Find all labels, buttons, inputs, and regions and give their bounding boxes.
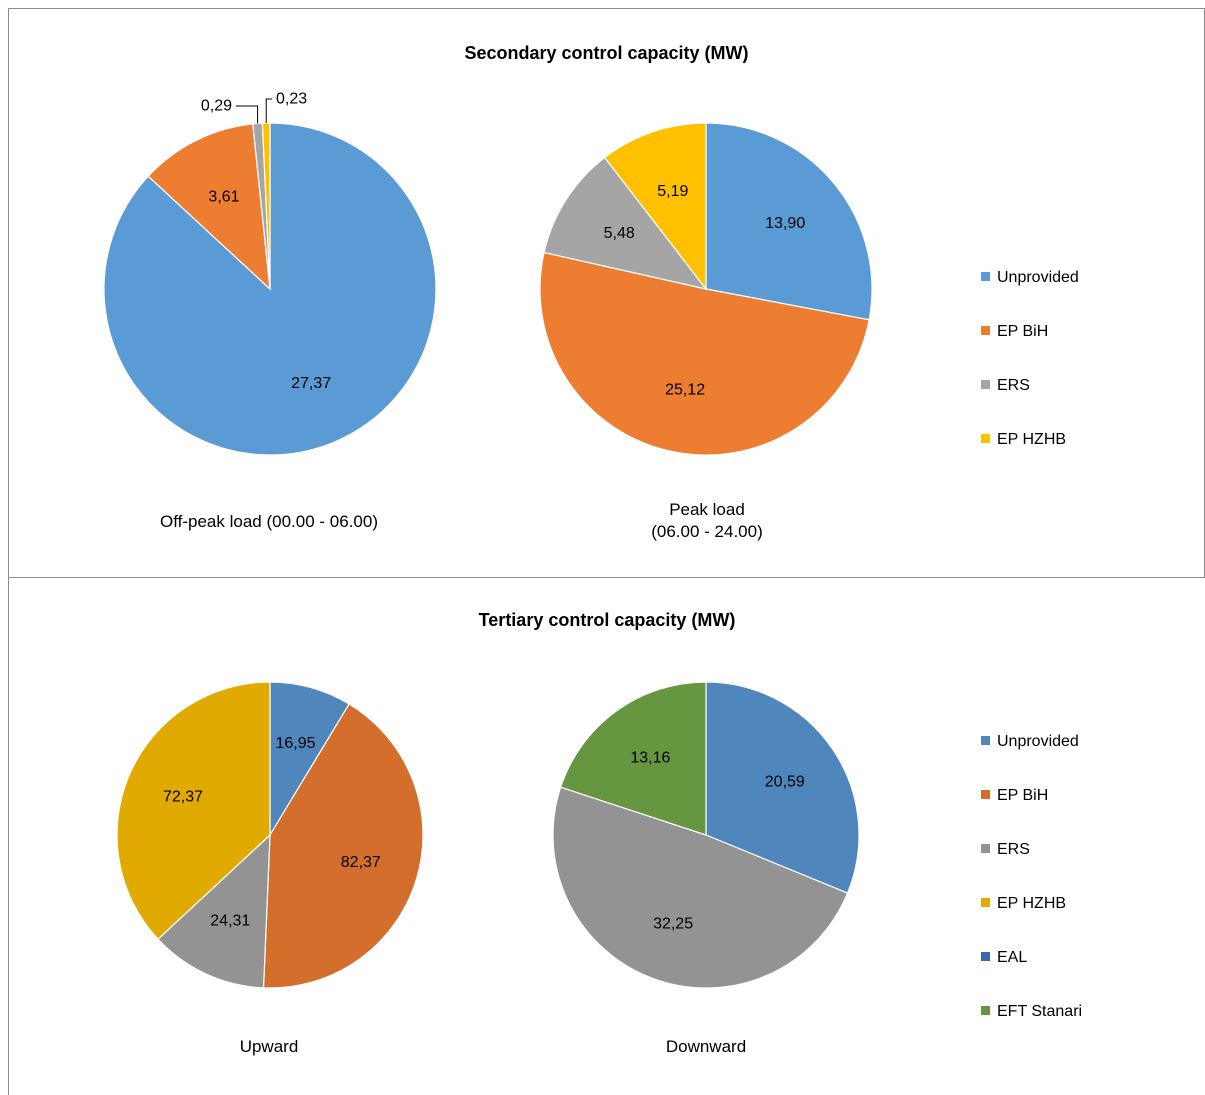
upward-label-ep-hzhb: 72,37 <box>163 789 203 806</box>
secondary-chart-title: Secondary control capacity (MW) <box>464 43 749 63</box>
legend-item-unprovided: Unprovided <box>981 269 1079 287</box>
legend-item-eft-stanari: EFT Stanari <box>981 1003 1082 1021</box>
peak-caption-line-1: Peak load <box>669 500 745 519</box>
offpeak-slice-ep-hzhb <box>261 122 271 290</box>
peak-label-ep-hzhb: 5,19 <box>657 183 688 200</box>
peak-caption: Peak load (06.00 - 24.00) <box>557 499 857 543</box>
tertiary-chart-title: Tertiary control capacity (MW) <box>478 610 736 630</box>
offpeak-label-ep-bih: 3,61 <box>208 189 239 206</box>
upward-slice-ep-bih <box>262 703 424 989</box>
offpeak-pie: 27,37 3,61 0,29 0,23 <box>103 91 437 456</box>
offpeak-label-ers: 0,29 <box>201 98 232 115</box>
offpeak-leader-ep-hzhb <box>265 98 272 123</box>
upward-caption: Upward <box>239 1037 299 1056</box>
upward-label-ers: 24,31 <box>210 913 250 930</box>
legend-label: EP HZHB <box>997 895 1067 912</box>
downward-slice-unprovided <box>705 681 860 894</box>
legend-swatch <box>981 1006 990 1015</box>
legend-label: EAL <box>997 949 1028 966</box>
legend-swatch <box>981 898 990 907</box>
downward-caption: Downward <box>665 1037 747 1056</box>
legend-label: EP BiH <box>997 323 1049 340</box>
downward-slice-ers <box>552 786 849 989</box>
legend-item-unprovided: Unprovided <box>981 733 1079 751</box>
peak-slice-ep-bih <box>539 251 870 456</box>
legend-swatch <box>981 380 990 389</box>
peak-label-ep-bih: 25,12 <box>665 381 705 398</box>
legend-label: Unprovided <box>997 733 1079 750</box>
legend-item-ep-bih: EP BiH <box>981 323 1048 341</box>
upward-slice-ep-hzhb <box>116 681 271 941</box>
off-peak-caption: Off-peak load (00.00 - 06.00) <box>160 512 378 531</box>
upward-label-unprovided: 16,95 <box>275 735 315 752</box>
legend-label: Unprovided <box>997 269 1079 286</box>
legend-label: EP BiH <box>997 787 1049 804</box>
legend-swatch <box>981 736 990 745</box>
legend-label: ERS <box>997 377 1030 394</box>
peak-pie: 13,90 25,12 5,48 5,19 <box>539 122 873 456</box>
downward-label-ers: 32,25 <box>653 916 693 933</box>
legend-item-ep-hzhb: EP HZHB <box>981 895 1066 913</box>
legend-swatch <box>981 326 990 335</box>
legend-swatch <box>981 952 990 961</box>
legend-label: EP HZHB <box>997 431 1067 448</box>
offpeak-label-unprovided: 27,37 <box>291 375 331 392</box>
legend-label: EFT Stanari <box>997 1003 1083 1020</box>
peak-slice-ers <box>543 156 708 290</box>
legend-label: ERS <box>997 841 1030 858</box>
peak-slice-ep-hzhb <box>603 122 707 291</box>
downward-label-unprovided: 20,59 <box>765 774 805 791</box>
upward-slice-unprovided <box>269 681 350 838</box>
legend-item-ep-hzhb: EP HZHB <box>981 431 1066 449</box>
downward-pie: 20,59 32,25 13,16 <box>552 681 860 989</box>
upward-label-ep-bih: 82,37 <box>341 854 381 871</box>
upward-pie: 16,95 82,37 24,31 72,37 <box>116 681 424 989</box>
legend-swatch <box>981 272 990 281</box>
legend-swatch <box>981 844 990 853</box>
offpeak-slice-ep-bih <box>147 123 271 291</box>
legend-item-ers: ERS <box>981 377 1030 395</box>
legend-item-ep-bih: EP BiH <box>981 787 1048 805</box>
peak-label-ers: 5,48 <box>604 225 635 242</box>
peak-slice-unprovided <box>705 122 873 321</box>
legend-item-ers: ERS <box>981 841 1030 859</box>
legend-item-eal: EAL <box>981 949 1027 967</box>
downward-label-eft-stanari: 13,16 <box>630 750 670 767</box>
peak-label-unprovided: 13,90 <box>765 215 805 232</box>
legend-swatch <box>981 434 990 443</box>
downward-slice-eft-stanari <box>559 681 707 836</box>
legend-swatch <box>981 790 990 799</box>
offpeak-label-ep-hzhb: 0,23 <box>276 91 307 108</box>
offpeak-leader-ers <box>236 105 259 124</box>
peak-caption-line-2: (06.00 - 24.00) <box>651 522 763 541</box>
upward-slice-ers <box>157 833 271 989</box>
